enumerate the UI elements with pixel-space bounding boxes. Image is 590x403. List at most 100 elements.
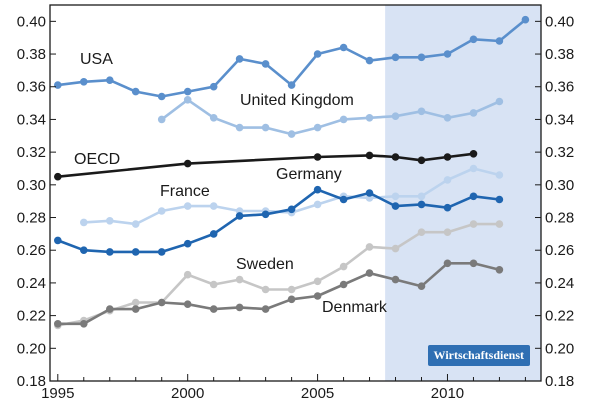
y-tick-label-left: 0.18 (17, 373, 46, 390)
data-point-usa (443, 50, 452, 58)
data-point-sweden (183, 270, 192, 279)
data-point-oecd (183, 159, 192, 168)
data-point-france (391, 192, 400, 201)
series-label-united-kingdom: United Kingdom (240, 92, 354, 109)
data-point-denmark (131, 305, 140, 313)
data-point-united-kingdom (495, 97, 504, 106)
series-label-germany: Germany (276, 166, 342, 183)
data-point-oecd (313, 153, 322, 161)
data-point-germany (495, 195, 504, 204)
y-tick-label-right: 0.40 (545, 13, 574, 30)
y-tick-label-right: 0.28 (545, 210, 574, 227)
data-point-usa (469, 35, 478, 44)
data-point-germany (313, 185, 322, 194)
series-label-usa: USA (80, 51, 113, 68)
data-point-united-kingdom (183, 96, 192, 104)
data-point-usa (287, 81, 296, 89)
data-point-united-kingdom (235, 123, 244, 132)
data-point-sweden (287, 285, 296, 294)
data-point-sweden (209, 280, 218, 289)
data-point-usa (391, 53, 400, 62)
data-point-france (106, 217, 114, 225)
data-point-germany (209, 230, 218, 238)
series-line-united-kingdom (160, 98, 500, 136)
y-tick-label-right: 0.22 (545, 308, 574, 325)
data-point-oecd (391, 153, 400, 161)
y-tick-label-right: 0.36 (545, 79, 574, 96)
data-point-germany (131, 248, 140, 256)
series-germany (54, 185, 504, 256)
data-point-denmark (106, 305, 114, 313)
data-point-denmark (417, 282, 426, 291)
data-point-denmark (235, 303, 244, 312)
data-point-usa (261, 60, 270, 68)
data-point-united-kingdom (339, 115, 348, 124)
data-point-denmark (80, 320, 88, 328)
data-point-france (313, 200, 322, 209)
data-point-germany (417, 200, 426, 209)
data-point-oecd (469, 150, 478, 158)
data-point-usa (157, 92, 166, 101)
data-point-usa (417, 53, 426, 62)
data-point-sweden (469, 220, 478, 228)
y-tick-label-right: 0.24 (545, 275, 574, 292)
data-point-sweden (391, 244, 400, 253)
data-point-usa (495, 37, 504, 45)
series-line-oecd (57, 152, 474, 178)
data-point-denmark (261, 305, 270, 313)
data-point-usa (313, 50, 322, 58)
data-point-germany (235, 212, 244, 220)
data-point-france (495, 171, 504, 179)
y-tick-label-right: 0.18 (545, 373, 574, 390)
data-point-denmark (469, 259, 478, 268)
data-point-sweden (235, 275, 244, 284)
y-tick-label-left: 0.36 (17, 79, 46, 96)
data-point-united-kingdom (391, 112, 400, 120)
data-point-france (80, 218, 88, 227)
forecast-shade (385, 5, 541, 381)
x-tick-label: 2005 (301, 385, 334, 402)
data-point-sweden (495, 220, 504, 228)
data-point-usa (54, 81, 62, 89)
series-label-denmark: Denmark (322, 299, 388, 316)
data-point-france (209, 202, 218, 210)
data-point-denmark (443, 259, 452, 268)
data-point-france (131, 220, 140, 228)
data-point-denmark (339, 280, 348, 289)
data-point-united-kingdom (209, 114, 218, 122)
data-point-denmark (183, 300, 192, 309)
x-tick-label: 2010 (431, 385, 464, 402)
data-point-germany (261, 210, 270, 219)
data-point-usa (339, 43, 348, 52)
data-point-germany (106, 248, 114, 256)
data-point-germany (287, 205, 296, 214)
data-point-germany (469, 192, 478, 201)
y-tick-label-right: 0.20 (545, 340, 574, 357)
data-point-usa (235, 55, 244, 63)
y-tick-label-left: 0.26 (17, 242, 46, 259)
y-tick-label-left: 0.38 (17, 46, 46, 63)
data-point-sweden (417, 228, 426, 236)
data-point-sweden (261, 285, 270, 294)
y-tick-label-left: 0.32 (17, 144, 46, 161)
data-point-united-kingdom (287, 130, 296, 138)
data-point-united-kingdom (443, 114, 452, 122)
data-point-oecd (54, 172, 62, 181)
data-point-denmark (157, 298, 166, 307)
data-point-france (157, 207, 166, 215)
x-tick-label: 2000 (171, 385, 204, 402)
data-point-united-kingdom (313, 123, 322, 132)
data-point-germany (365, 189, 374, 197)
data-point-denmark (313, 292, 322, 300)
x-tick-label: 1995 (41, 385, 74, 402)
y-tick-label-left: 0.24 (17, 275, 46, 292)
data-point-usa (209, 82, 218, 91)
data-point-oecd (365, 151, 374, 160)
data-point-denmark (391, 275, 400, 284)
data-point-usa (131, 87, 140, 96)
series-label-oecd: OECD (74, 151, 120, 168)
y-tick-label-left: 0.22 (17, 308, 46, 325)
data-point-denmark (365, 269, 374, 277)
data-point-germany (157, 248, 166, 256)
data-point-sweden (365, 243, 374, 251)
